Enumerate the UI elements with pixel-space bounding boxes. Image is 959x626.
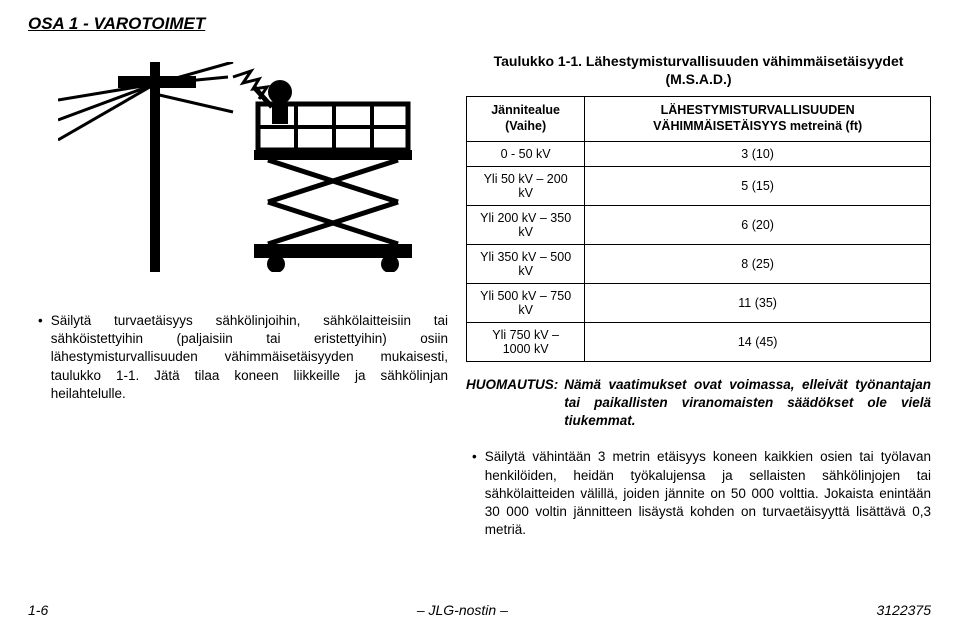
cell: Yli 200 kV – 350 kV <box>467 205 585 244</box>
bullet-icon: • <box>38 312 43 403</box>
page-footer: 1-6 – JLG-nostin – 3122375 <box>28 602 931 618</box>
cell: Yli 50 kV – 200 kV <box>467 166 585 205</box>
footer-center: – JLG-nostin – <box>48 602 876 618</box>
cell: 5 (15) <box>585 166 931 205</box>
cell: 8 (25) <box>585 244 931 283</box>
table-head-2: LÄHESTYMISTURVALLISUUDEN VÄHIMMÄISETÄISY… <box>585 97 931 141</box>
safety-illustration <box>58 62 418 272</box>
table-title-line1: Taulukko 1-1. Lähestymisturvallisuuden v… <box>494 53 904 69</box>
left-bullet: • Säilytä turvaetäisyys sähkölinjoihin, … <box>28 312 448 403</box>
right-column: Taulukko 1-1. Lähestymisturvallisuuden v… <box>466 52 931 539</box>
table-row: 0 - 50 kV3 (10) <box>467 141 931 166</box>
right-bullet-text: Säilytä vähintään 3 metrin etäisyys kone… <box>485 448 931 539</box>
cell: Yli 500 kV – 750 kV <box>467 283 585 322</box>
cell: Yli 750 kV – 1000 kV <box>467 322 585 361</box>
right-bullet: • Säilytä vähintään 3 metrin etäisyys ko… <box>466 448 931 539</box>
cell: 14 (45) <box>585 322 931 361</box>
note: HUOMAUTUS: Nämä vaatimukset ovat voimass… <box>466 376 931 431</box>
table-row: Yli 350 kV – 500 kV8 (25) <box>467 244 931 283</box>
table-row: Yli 750 kV – 1000 kV14 (45) <box>467 322 931 361</box>
left-column: • Säilytä turvaetäisyys sähkölinjoihin, … <box>28 52 448 539</box>
bullet-icon: • <box>472 448 477 539</box>
footer-left: 1-6 <box>28 602 48 618</box>
note-text: Nämä vaatimukset ovat voimassa, elleivät… <box>564 376 931 431</box>
cell: 3 (10) <box>585 141 931 166</box>
table-head-1: Jännitealue (Vaihe) <box>467 97 585 141</box>
table-title-line2: (M.S.A.D.) <box>665 71 731 87</box>
cell: Yli 350 kV – 500 kV <box>467 244 585 283</box>
table-row: Yli 200 kV – 350 kV6 (20) <box>467 205 931 244</box>
cell: 6 (20) <box>585 205 931 244</box>
columns: • Säilytä turvaetäisyys sähkölinjoihin, … <box>28 52 931 539</box>
footer-right: 3122375 <box>876 602 931 618</box>
distance-table: Jännitealue (Vaihe) LÄHESTYMISTURVALLISU… <box>466 96 931 361</box>
note-label: HUOMAUTUS: <box>466 376 558 431</box>
table-title: Taulukko 1-1. Lähestymisturvallisuuden v… <box>466 52 931 88</box>
cell: 0 - 50 kV <box>467 141 585 166</box>
left-bullet-text: Säilytä turvaetäisyys sähkölinjoihin, sä… <box>51 312 448 403</box>
cell: 11 (35) <box>585 283 931 322</box>
table-row: Yli 50 kV – 200 kV5 (15) <box>467 166 931 205</box>
section-header: OSA 1 - VAROTOIMET <box>28 14 931 34</box>
table-row: Yli 500 kV – 750 kV11 (35) <box>467 283 931 322</box>
